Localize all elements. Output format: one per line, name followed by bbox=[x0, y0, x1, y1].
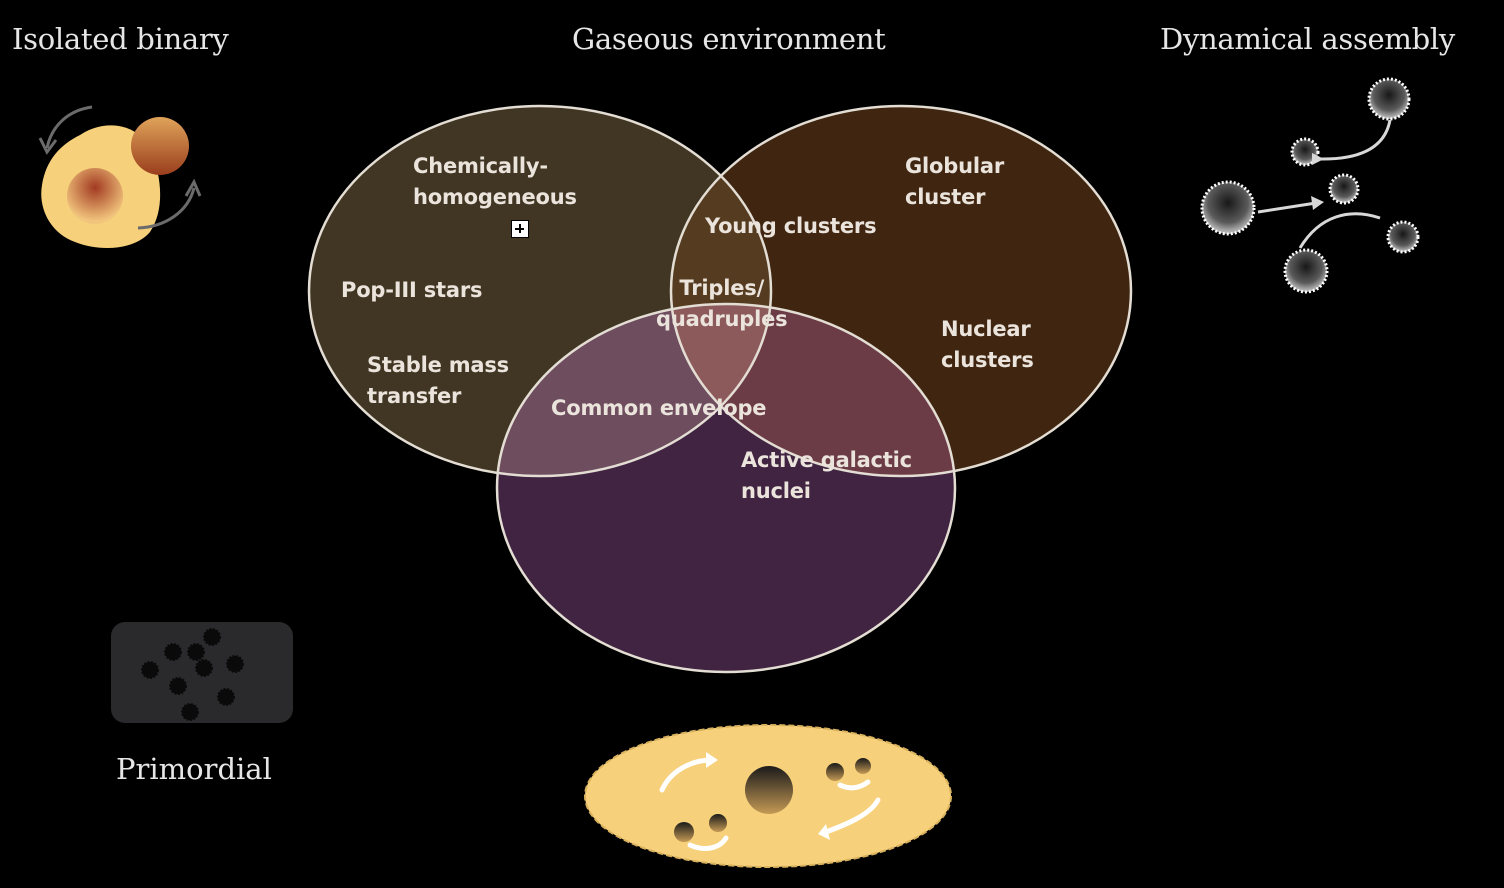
label-globular-cluster: Globular cluster bbox=[905, 154, 1004, 209]
venn-overlap-dynamical-gaseous bbox=[671, 304, 955, 476]
venn-outline-isolated bbox=[307, 104, 773, 478]
gaseous-environment-title: Gaseous environment bbox=[572, 22, 886, 56]
label-active-galactic-nuclei: Active galactic nuclei bbox=[741, 448, 912, 503]
label-nuclear-clusters: Nuclear clusters bbox=[941, 317, 1034, 372]
label-stable-mass-transfer: Stable mass transfer bbox=[367, 353, 509, 408]
label-common-envelope: Common envelope bbox=[551, 396, 767, 420]
isolated-binary-title: Isolated binary bbox=[12, 22, 229, 56]
venn-overlap-isolated-gaseous bbox=[497, 304, 771, 476]
label-young-clusters: Young clusters bbox=[705, 214, 877, 238]
label-chemically-homogeneous: Chemically- homogeneous bbox=[413, 154, 577, 209]
primordial-title: Primordial bbox=[116, 752, 272, 786]
crosshair-cursor-icon bbox=[511, 220, 529, 238]
label-triples-quadruples: Triples/ quadruples bbox=[656, 276, 788, 331]
venn-outline-dynamical bbox=[669, 104, 1133, 478]
label-pop-iii-stars: Pop-III stars bbox=[341, 278, 483, 302]
dynamical-assembly-title: Dynamical assembly bbox=[1160, 22, 1455, 56]
venn-outline-gaseous bbox=[495, 302, 957, 674]
